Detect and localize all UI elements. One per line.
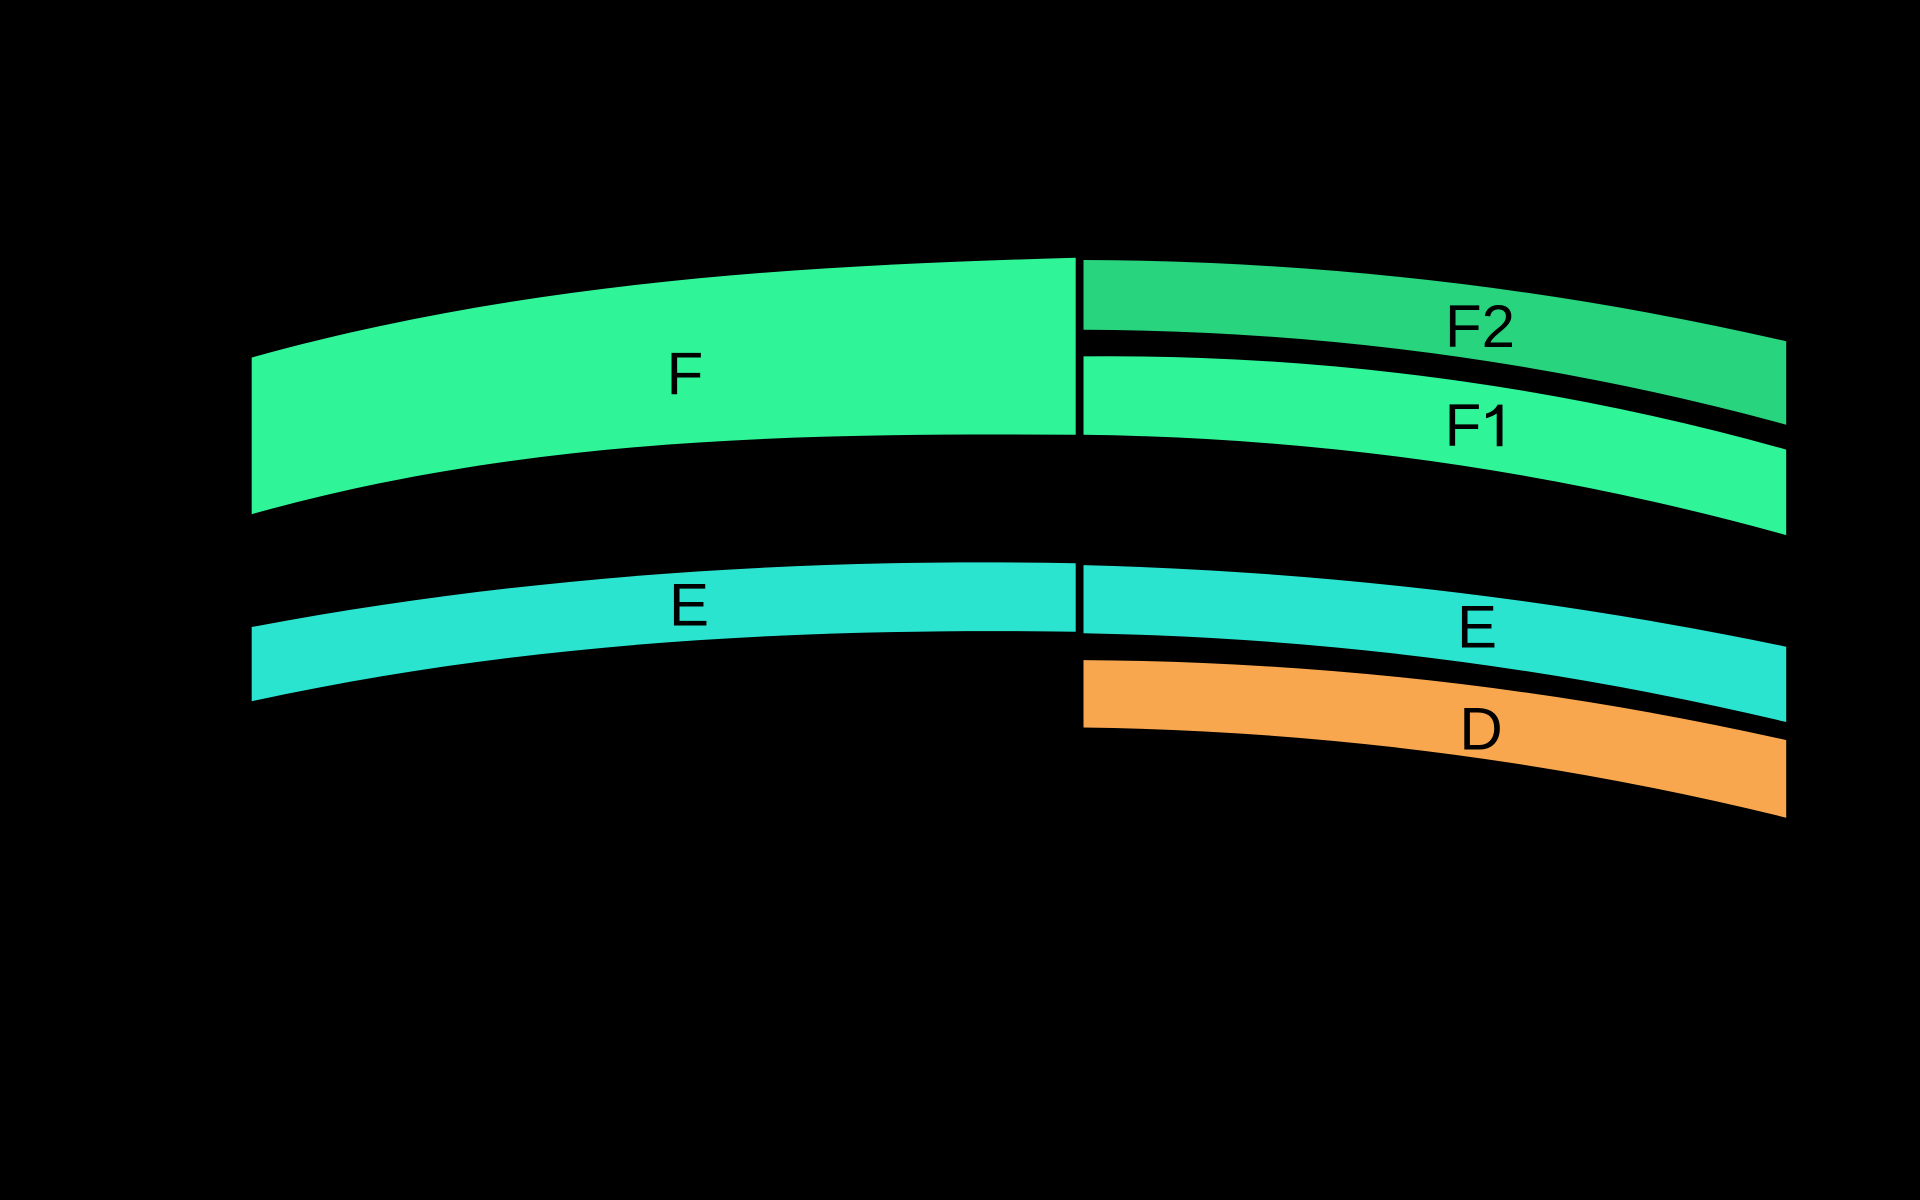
svg-text:E: E: [669, 572, 709, 639]
svg-text:D: D: [1459, 695, 1502, 762]
svg-text:E: E: [1457, 594, 1497, 661]
svg-text:F: F: [667, 341, 704, 408]
svg-text:F2: F2: [1445, 293, 1515, 360]
svg-text:F: F: [1445, 392, 1482, 459]
